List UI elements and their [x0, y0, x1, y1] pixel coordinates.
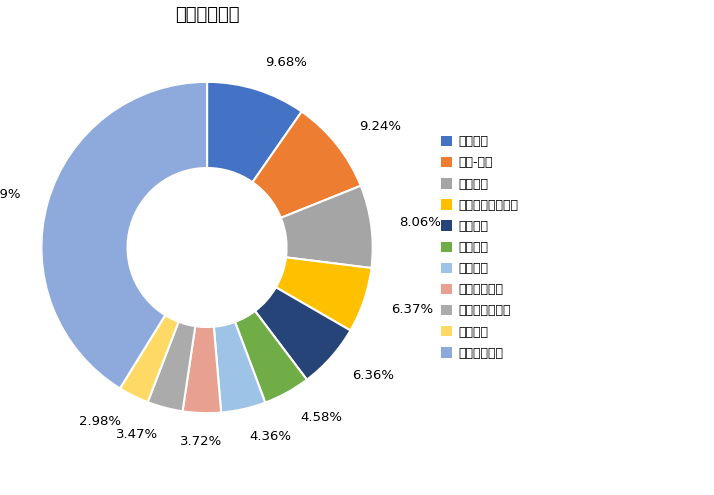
Text: 6.36%: 6.36%: [352, 369, 394, 383]
Text: 9.24%: 9.24%: [358, 120, 401, 133]
Wedge shape: [255, 287, 351, 380]
Text: 9.68%: 9.68%: [265, 56, 307, 69]
Title: 2019年3月多缸汽油机
企业市场分布: 2019年3月多缸汽油机 企业市场分布: [141, 0, 273, 24]
Text: 2.98%: 2.98%: [79, 415, 121, 428]
Wedge shape: [41, 82, 207, 389]
Text: 41.19%: 41.19%: [0, 188, 21, 201]
Text: 8.06%: 8.06%: [399, 216, 441, 229]
Wedge shape: [213, 322, 266, 412]
Wedge shape: [120, 315, 178, 402]
Wedge shape: [207, 82, 302, 182]
Wedge shape: [148, 322, 196, 411]
Legend: 上通五菱, 一汽-大众, 浙江吉利, 上海大众动力总成, 东风日产, 蜂巢动力, 长安汽车, 东风本田汽车, 上通武汉分公司, 华晨宝马, 其他企业合计: 上通五菱, 一汽-大众, 浙江吉利, 上海大众动力总成, 东风日产, 蜂巢动力,…: [441, 135, 518, 360]
Text: 3.72%: 3.72%: [180, 435, 222, 447]
Wedge shape: [276, 257, 371, 331]
Text: 4.36%: 4.36%: [250, 430, 292, 443]
Wedge shape: [253, 111, 361, 218]
Wedge shape: [235, 311, 307, 402]
Wedge shape: [281, 186, 373, 268]
Text: 3.47%: 3.47%: [116, 428, 158, 442]
Wedge shape: [183, 326, 221, 413]
Text: 6.37%: 6.37%: [391, 303, 433, 316]
Text: 4.58%: 4.58%: [301, 411, 343, 424]
